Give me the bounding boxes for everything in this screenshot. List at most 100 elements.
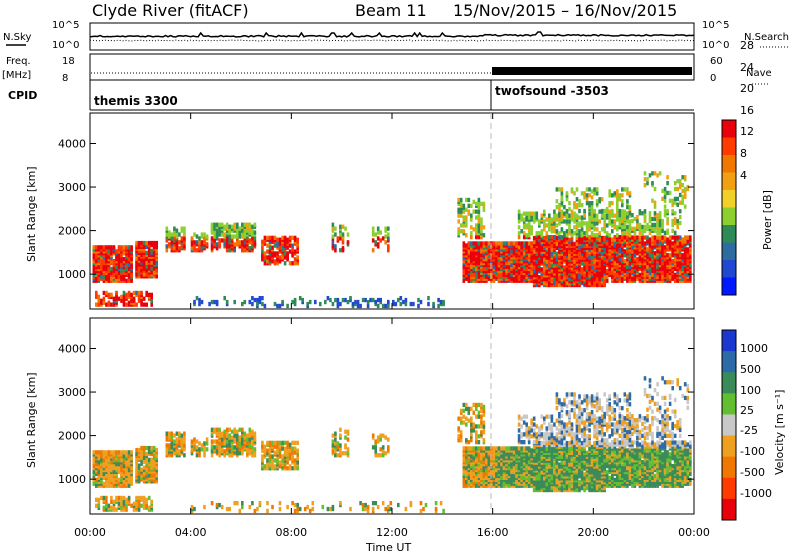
heatmap-cell <box>243 230 247 235</box>
heatmap-cell <box>376 230 380 235</box>
heatmap-cell <box>565 191 569 196</box>
heatmap-cell <box>215 232 219 237</box>
heatmap-cell <box>120 495 123 501</box>
heatmap-cell <box>238 447 242 452</box>
heatmap-cell <box>648 266 652 272</box>
heatmap-cell <box>165 232 169 237</box>
heatmap-cell <box>200 232 204 237</box>
heatmap-cell <box>223 429 226 434</box>
heatmap-cell <box>673 211 677 216</box>
heatmap-cell <box>485 241 488 246</box>
heatmap-cell <box>273 251 277 256</box>
heatmap-cell <box>175 431 179 436</box>
heatmap-cell <box>95 245 98 250</box>
heatmap-cell <box>384 226 387 231</box>
heatmap-cell <box>293 249 297 254</box>
heatmap-cell <box>593 259 596 264</box>
heatmap-cell <box>532 215 536 220</box>
heatmap-cell <box>173 246 176 251</box>
heatmap-cell <box>512 446 516 451</box>
heatmap-cell <box>286 460 289 465</box>
heatmap-cell <box>374 439 377 444</box>
heatmap-cell <box>253 435 257 440</box>
heatmap-cell <box>475 223 478 228</box>
heatmap-cell <box>666 220 669 226</box>
heatmap-cell <box>598 197 601 202</box>
heatmap-cell <box>477 446 481 451</box>
heatmap-cell <box>168 230 171 235</box>
heatmap-cell <box>195 248 199 253</box>
heatmap-cell <box>200 240 204 245</box>
heatmap-cell <box>653 222 657 228</box>
heatmap-cell <box>553 229 556 234</box>
heatmap-cell <box>663 186 667 192</box>
heatmap-cell <box>668 257 672 262</box>
heatmap-cell <box>339 232 342 237</box>
heatmap-cell <box>578 273 581 278</box>
heatmap-cell <box>105 507 108 512</box>
nave-tick-top: 60 <box>710 56 723 67</box>
heatmap-cell <box>293 446 297 451</box>
heatmap-cell <box>658 211 662 216</box>
heatmap-cell <box>507 241 511 246</box>
heatmap-cell <box>686 272 690 277</box>
heatmap-cell <box>296 255 299 260</box>
heatmap-cell <box>127 278 131 283</box>
heatmap-cell <box>470 231 473 236</box>
heatmap-cell <box>198 447 201 452</box>
heatmap-cell <box>288 448 292 453</box>
heatmap-cell <box>110 460 113 465</box>
heatmap-cell <box>563 235 566 241</box>
heatmap-cell <box>497 446 501 451</box>
heatmap-cell <box>505 446 508 451</box>
heatmap-cell <box>384 451 387 456</box>
nsearch-tick-bottom: 10^0 <box>702 40 729 51</box>
heatmap-cell <box>127 290 131 296</box>
heatmap-cell <box>603 217 606 222</box>
heatmap-cell <box>631 245 634 250</box>
heatmap-cell <box>538 259 541 264</box>
heatmap-cell <box>170 232 174 237</box>
heatmap-cell <box>462 203 466 208</box>
heatmap-cell <box>608 193 611 198</box>
heatmap-cell <box>648 173 652 178</box>
heatmap-cell <box>628 208 632 214</box>
heatmap-cell <box>575 235 579 241</box>
heatmap-cell <box>641 235 644 240</box>
heatmap-cell <box>142 455 146 460</box>
heatmap-cell <box>331 222 335 227</box>
heatmap-cell <box>475 215 478 220</box>
heatmap-cell <box>122 294 126 299</box>
heatmap-cell <box>117 450 121 455</box>
heatmap-cell <box>578 199 581 204</box>
colorbar-swatch <box>722 190 736 208</box>
heatmap-cell <box>626 199 629 204</box>
heatmap-cell <box>190 242 194 247</box>
heatmap-cell <box>522 231 526 236</box>
heatmap-cell <box>241 246 244 251</box>
heatmap-cell <box>651 235 654 240</box>
heatmap-cell <box>681 237 684 242</box>
heatmap-cell <box>165 248 169 253</box>
heatmap-cell <box>545 241 549 247</box>
heatmap-cell <box>132 290 136 296</box>
heatmap-cell <box>205 234 209 239</box>
heatmap-cell <box>653 186 657 192</box>
heatmap-cell <box>200 443 204 448</box>
heatmap-cell <box>459 197 463 203</box>
cpid-label: CPID <box>8 89 37 102</box>
heatmap-cell <box>643 235 647 240</box>
heatmap-cell <box>228 248 231 253</box>
heatmap-cell <box>374 299 377 305</box>
colorbar-tick-label: 8 <box>740 147 747 160</box>
heatmap-cell <box>538 219 541 224</box>
heatmap-cell <box>173 439 176 444</box>
heatmap-cell <box>122 499 126 504</box>
heatmap-cell <box>643 209 647 214</box>
heatmap-cell <box>125 497 128 502</box>
heatmap-cell <box>142 465 146 470</box>
heatmap-cell <box>120 268 123 274</box>
heatmap-cell <box>593 233 596 238</box>
heatmap-cell <box>517 251 521 256</box>
heatmap-cell <box>100 266 103 272</box>
